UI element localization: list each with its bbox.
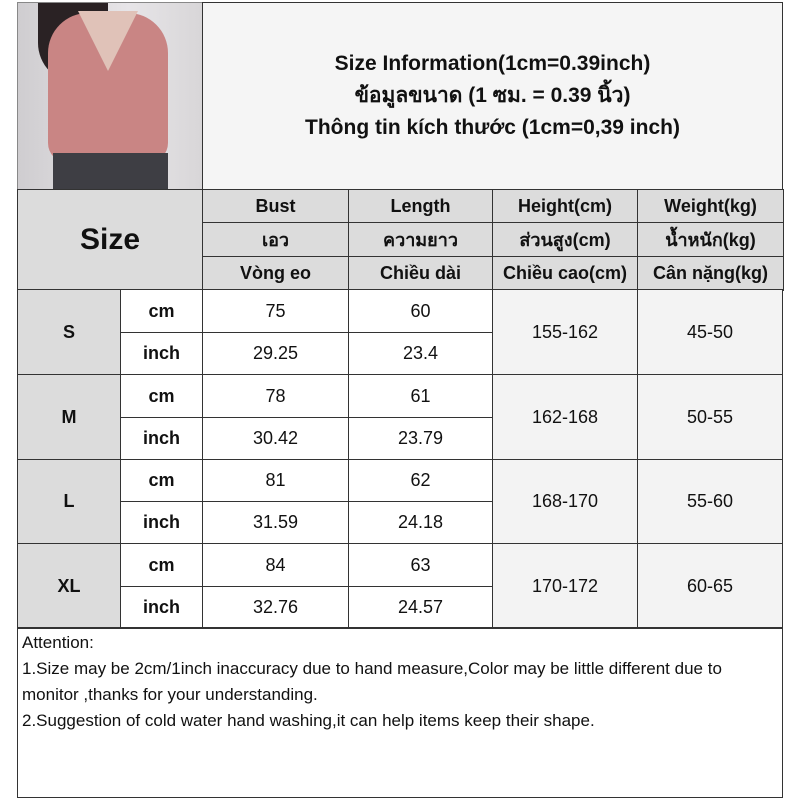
bust-cm: 84 [202, 543, 349, 587]
weight-range: 45-50 [637, 289, 783, 375]
unit-cm: cm [120, 459, 203, 502]
height-range: 162-168 [492, 374, 638, 460]
column-header: Height(cm) [492, 189, 638, 223]
weight-range: 55-60 [637, 459, 783, 544]
column-header: น้ำหนัก(kg) [637, 222, 784, 257]
length-cm: 61 [348, 374, 493, 418]
column-header: Length [348, 189, 493, 223]
bust-inch: 29.25 [202, 332, 349, 375]
unit-inch: inch [120, 417, 203, 460]
pants [53, 153, 168, 189]
length-inch: 23.79 [348, 417, 493, 460]
length-cm: 62 [348, 459, 493, 502]
column-header: Chiều dài [348, 256, 493, 291]
column-header: Vòng eo [202, 256, 349, 291]
column-header: ความยาว [348, 222, 493, 257]
bust-cm: 81 [202, 459, 349, 502]
column-header: ส่วนสูง(cm) [492, 222, 638, 257]
unit-inch: inch [120, 501, 203, 544]
length-inch: 23.4 [348, 332, 493, 375]
weight-range: 60-65 [637, 543, 783, 629]
length-cm: 63 [348, 543, 493, 587]
size-label: L [17, 459, 121, 544]
length-inch: 24.18 [348, 501, 493, 544]
neckline [78, 11, 138, 71]
title-th: ข้อมูลขนาด (1 ซม. = 0.39 นิ้ว) [354, 84, 631, 107]
bust-inch: 30.42 [202, 417, 349, 460]
attention-note-2: 2.Suggestion of cold water hand washing,… [22, 711, 595, 730]
height-range: 168-170 [492, 459, 638, 544]
product-photo [17, 2, 203, 190]
size-label: M [17, 374, 121, 460]
bust-cm: 78 [202, 374, 349, 418]
bust-cm: 75 [202, 289, 349, 333]
bust-inch: 31.59 [202, 501, 349, 544]
length-inch: 24.57 [348, 586, 493, 629]
unit-cm: cm [120, 543, 203, 587]
column-header: Chiều cao(cm) [492, 256, 638, 291]
attention-notes: Attention: 1.Size may be 2cm/1inch inacc… [17, 627, 783, 798]
height-range: 155-162 [492, 289, 638, 375]
length-cm: 60 [348, 289, 493, 333]
size-header: Size [17, 189, 203, 290]
size-label: XL [17, 543, 121, 629]
bust-inch: 32.76 [202, 586, 349, 629]
title-vi: Thông tin kích thước (1cm=0,39 inch) [305, 116, 680, 139]
attention-heading: Attention: [22, 633, 94, 652]
height-range: 170-172 [492, 543, 638, 629]
unit-cm: cm [120, 374, 203, 418]
title-en: Size Information(1cm=0.39inch) [334, 52, 651, 75]
column-header: เอว [202, 222, 349, 257]
unit-inch: inch [120, 586, 203, 629]
unit-inch: inch [120, 332, 203, 375]
size-label: S [17, 289, 121, 375]
column-header: Cân nặng(kg) [637, 256, 784, 291]
size-info-title: Size Information(1cm=0.39inch) ข้อมูลขนา… [202, 2, 783, 190]
weight-range: 50-55 [637, 374, 783, 460]
column-header: Weight(kg) [637, 189, 784, 223]
column-header: Bust [202, 189, 349, 223]
unit-cm: cm [120, 289, 203, 333]
attention-note-1: 1.Size may be 2cm/1inch inaccuracy due t… [22, 659, 722, 704]
